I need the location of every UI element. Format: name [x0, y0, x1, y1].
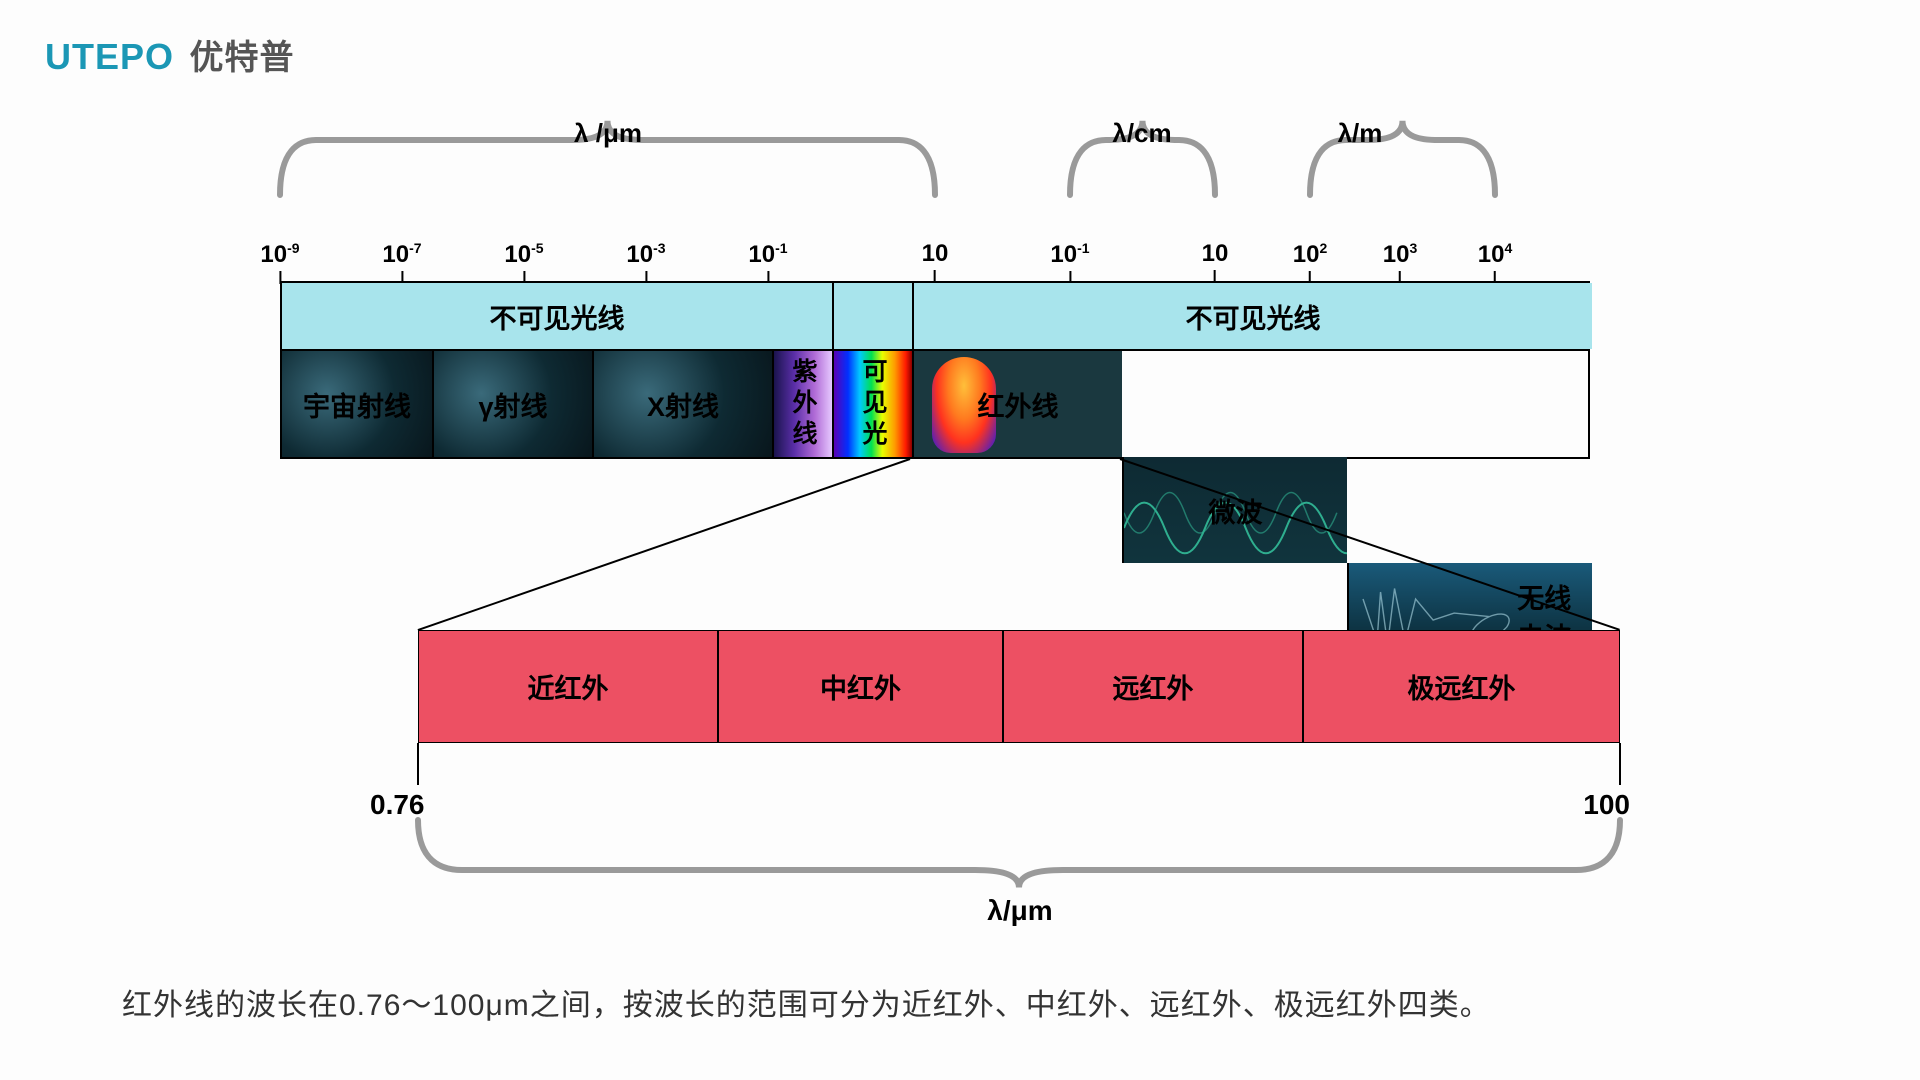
logo-cn: 优特普	[189, 39, 294, 77]
axis-tick: 10-3	[626, 240, 665, 284]
visibility-segment	[832, 283, 912, 349]
spectrum-segment: 宇宙射线	[282, 351, 432, 457]
infrared-unit-label: λ/μm	[987, 895, 1052, 927]
infrared-sub-bar: 近红外中红外远红外极远红外	[418, 630, 1620, 743]
infrared-segment: 极远红外	[1303, 630, 1620, 743]
axis-tick: 104	[1478, 240, 1513, 284]
infrared-edge-tick	[417, 743, 419, 785]
infrared-edge-tick	[1619, 743, 1621, 785]
infrared-segment: 中红外	[718, 630, 1003, 743]
visibility-segment: 不可见光线	[912, 283, 1592, 349]
description-text: 红外线的波长在0.76～100μm之间，按波长的范围可分为近红外、中红外、远红外…	[122, 980, 1491, 1024]
axis-tick: 10-9	[260, 240, 299, 284]
infrared-segment: 近红外	[418, 630, 718, 743]
spectrum-segment: 红外线	[912, 351, 1122, 457]
visibility-header-bar: 不可见光线 不可见光线	[280, 281, 1590, 351]
spectrum-segment: 紫外线	[772, 351, 832, 457]
axis-tick: 102	[1293, 240, 1328, 284]
logo-en: UTEPO	[45, 36, 174, 77]
axis-tick: 10	[922, 240, 949, 283]
axis-tick: 103	[1383, 240, 1418, 284]
spectrum-segment: γ射线	[432, 351, 592, 457]
spectrum-segment: 微波	[1122, 457, 1347, 563]
infrared-range-label: 100	[1583, 789, 1630, 821]
axis-tick: 10-7	[382, 240, 421, 284]
infrared-segment: 远红外	[1003, 630, 1303, 743]
wavelength-unit-label: λ/cm	[1112, 118, 1171, 149]
visibility-segment: 不可见光线	[282, 283, 832, 349]
spectrum-image-band: 宇宙射线γ射线X射线紫外线可见光红外线 微波 无线电波	[280, 351, 1590, 459]
wavelength-unit-label: λ/m	[1338, 118, 1383, 149]
axis-tick: 10-1	[1050, 240, 1089, 284]
wavelength-unit-label: λ /μm	[574, 118, 642, 149]
spectrum-segment: 可见光	[832, 351, 912, 457]
spectrum-segment: X射线	[592, 351, 772, 457]
infrared-range-label: 0.76	[370, 789, 425, 821]
zoom-connector-line	[418, 458, 911, 631]
axis-tick: 10-5	[504, 240, 543, 284]
axis-tick: 10	[1202, 240, 1229, 283]
axis-tick: 10-1	[748, 240, 787, 284]
